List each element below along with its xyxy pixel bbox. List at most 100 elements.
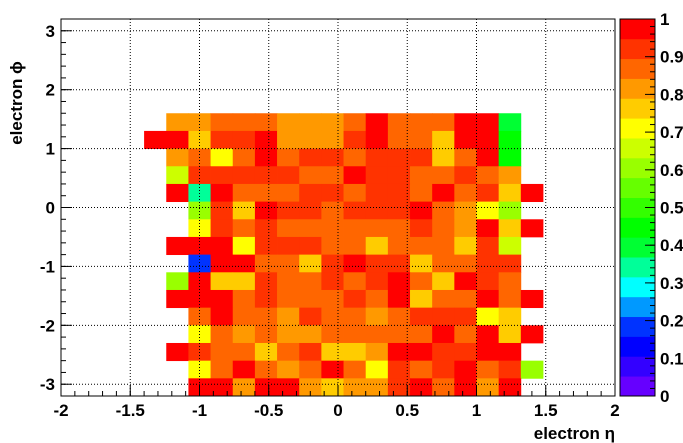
heatmap-cell [476,360,500,379]
heatmap-cell [454,307,477,326]
heatmap-cell [232,148,256,167]
heatmap-cell [454,342,477,362]
heatmap-cell [365,113,389,132]
heatmap-cell [387,183,411,203]
heatmap-cell [498,289,522,309]
heatmap-cell [188,360,211,379]
heatmap-cell [432,325,455,344]
heatmap-cell [210,183,234,203]
heatmap-cell [387,325,411,344]
heatmap-cell [232,219,256,238]
palette-swatch [620,138,655,159]
heatmap-cell [232,342,256,362]
heatmap-cell [166,236,189,256]
heatmap-cell [254,307,278,326]
heatmap-cell [299,289,322,309]
heatmap-cell [188,201,211,220]
heatmap-cell [232,130,256,149]
palette-swatch [620,276,655,298]
heatmap-cell [210,325,234,344]
heatmap-cell [476,148,500,167]
heatmap-cell [454,148,477,167]
heatmap-cell [232,360,256,379]
heatmap-cell [432,113,455,132]
heatmap-cell [254,378,278,397]
grid-lines [61,19,615,396]
heatmap-cell [254,342,278,362]
heatmap-cell [343,113,367,132]
heatmap-cell [210,236,234,256]
y-tick-label: -3 [40,375,55,394]
heatmap-cell [343,183,367,203]
heatmap-cell [210,307,234,326]
heatmap-cell [432,254,455,273]
palette-tick-label: 0.3 [660,274,683,293]
heatmap-cell [277,183,300,203]
heatmap-cell [454,236,477,256]
heatmap-cell [498,307,522,326]
heatmap-cell [432,342,455,362]
y-tick-label: -1 [40,257,55,276]
heatmap-cell [365,254,389,273]
heatmap-cell [410,219,433,238]
heatmap-cell [254,113,278,132]
heatmap-cell [410,148,433,167]
heatmap-cell [254,183,278,203]
heatmap-cell [476,378,500,397]
heatmap-cell [232,378,256,397]
heatmap-cell [343,360,367,379]
palette-swatch [620,257,655,278]
heatmap-cell [410,307,433,326]
heatmap-cell [454,166,477,185]
heatmap-cell [277,289,300,309]
heatmap-cell [387,201,411,220]
heatmap-cell [299,360,322,379]
heatmap-cell [476,272,500,291]
heatmap-cell [254,130,278,149]
heatmap-cell [210,130,234,149]
heatmap-cell [476,130,500,149]
heatmap-cell [365,201,389,220]
palette-tick-label: 0.4 [660,236,683,255]
heatmap-cell [454,130,477,149]
heatmap-cell [299,113,322,132]
heatmap-cell [343,325,367,344]
heatmap-cell [454,272,477,291]
heatmap-cell [343,342,367,362]
heatmap-cell [254,254,278,273]
palette-tick-label: 0.8 [660,85,683,104]
heatmap-cell [299,254,322,273]
palette-swatch [620,296,655,318]
palette-swatch [620,237,655,258]
heatmap-cell [232,183,256,203]
heatmap-cell [476,289,500,309]
heatmap-cell [365,272,389,291]
heatmap-cell [166,272,189,291]
heatmap-cell [321,325,344,344]
heatmap-cell [254,360,278,379]
heatmap-cell [321,219,344,238]
color-scale: 0 0.1 0.2 0.3 0.4 0.5 0.6 0.7 0.8 0.9 1 [619,10,683,406]
heatmap-cell [232,236,256,256]
heatmap-cell [387,130,411,149]
palette-swatch [620,98,655,119]
heatmap-cell [321,183,344,203]
heatmap-cell [387,166,411,185]
heatmap-cell [232,289,256,309]
heatmap-cell [210,360,234,379]
heatmap-cell [277,166,300,185]
heatmap-cell [454,325,477,344]
x-tick-label: 1 [472,401,481,420]
heatmap-cell [321,360,344,379]
heatmap-cell [387,254,411,273]
heatmap-cell [387,272,411,291]
heatmap-cell [299,272,322,291]
heatmap-cell [365,148,389,167]
heatmap-cell [365,378,389,397]
heatmap-cell [321,166,344,185]
heatmap-cell [387,236,411,256]
heatmap-cell [343,289,367,309]
x-tick-label: 2 [610,401,619,420]
heatmap-cell [432,166,455,185]
heatmap-cell [254,272,278,291]
